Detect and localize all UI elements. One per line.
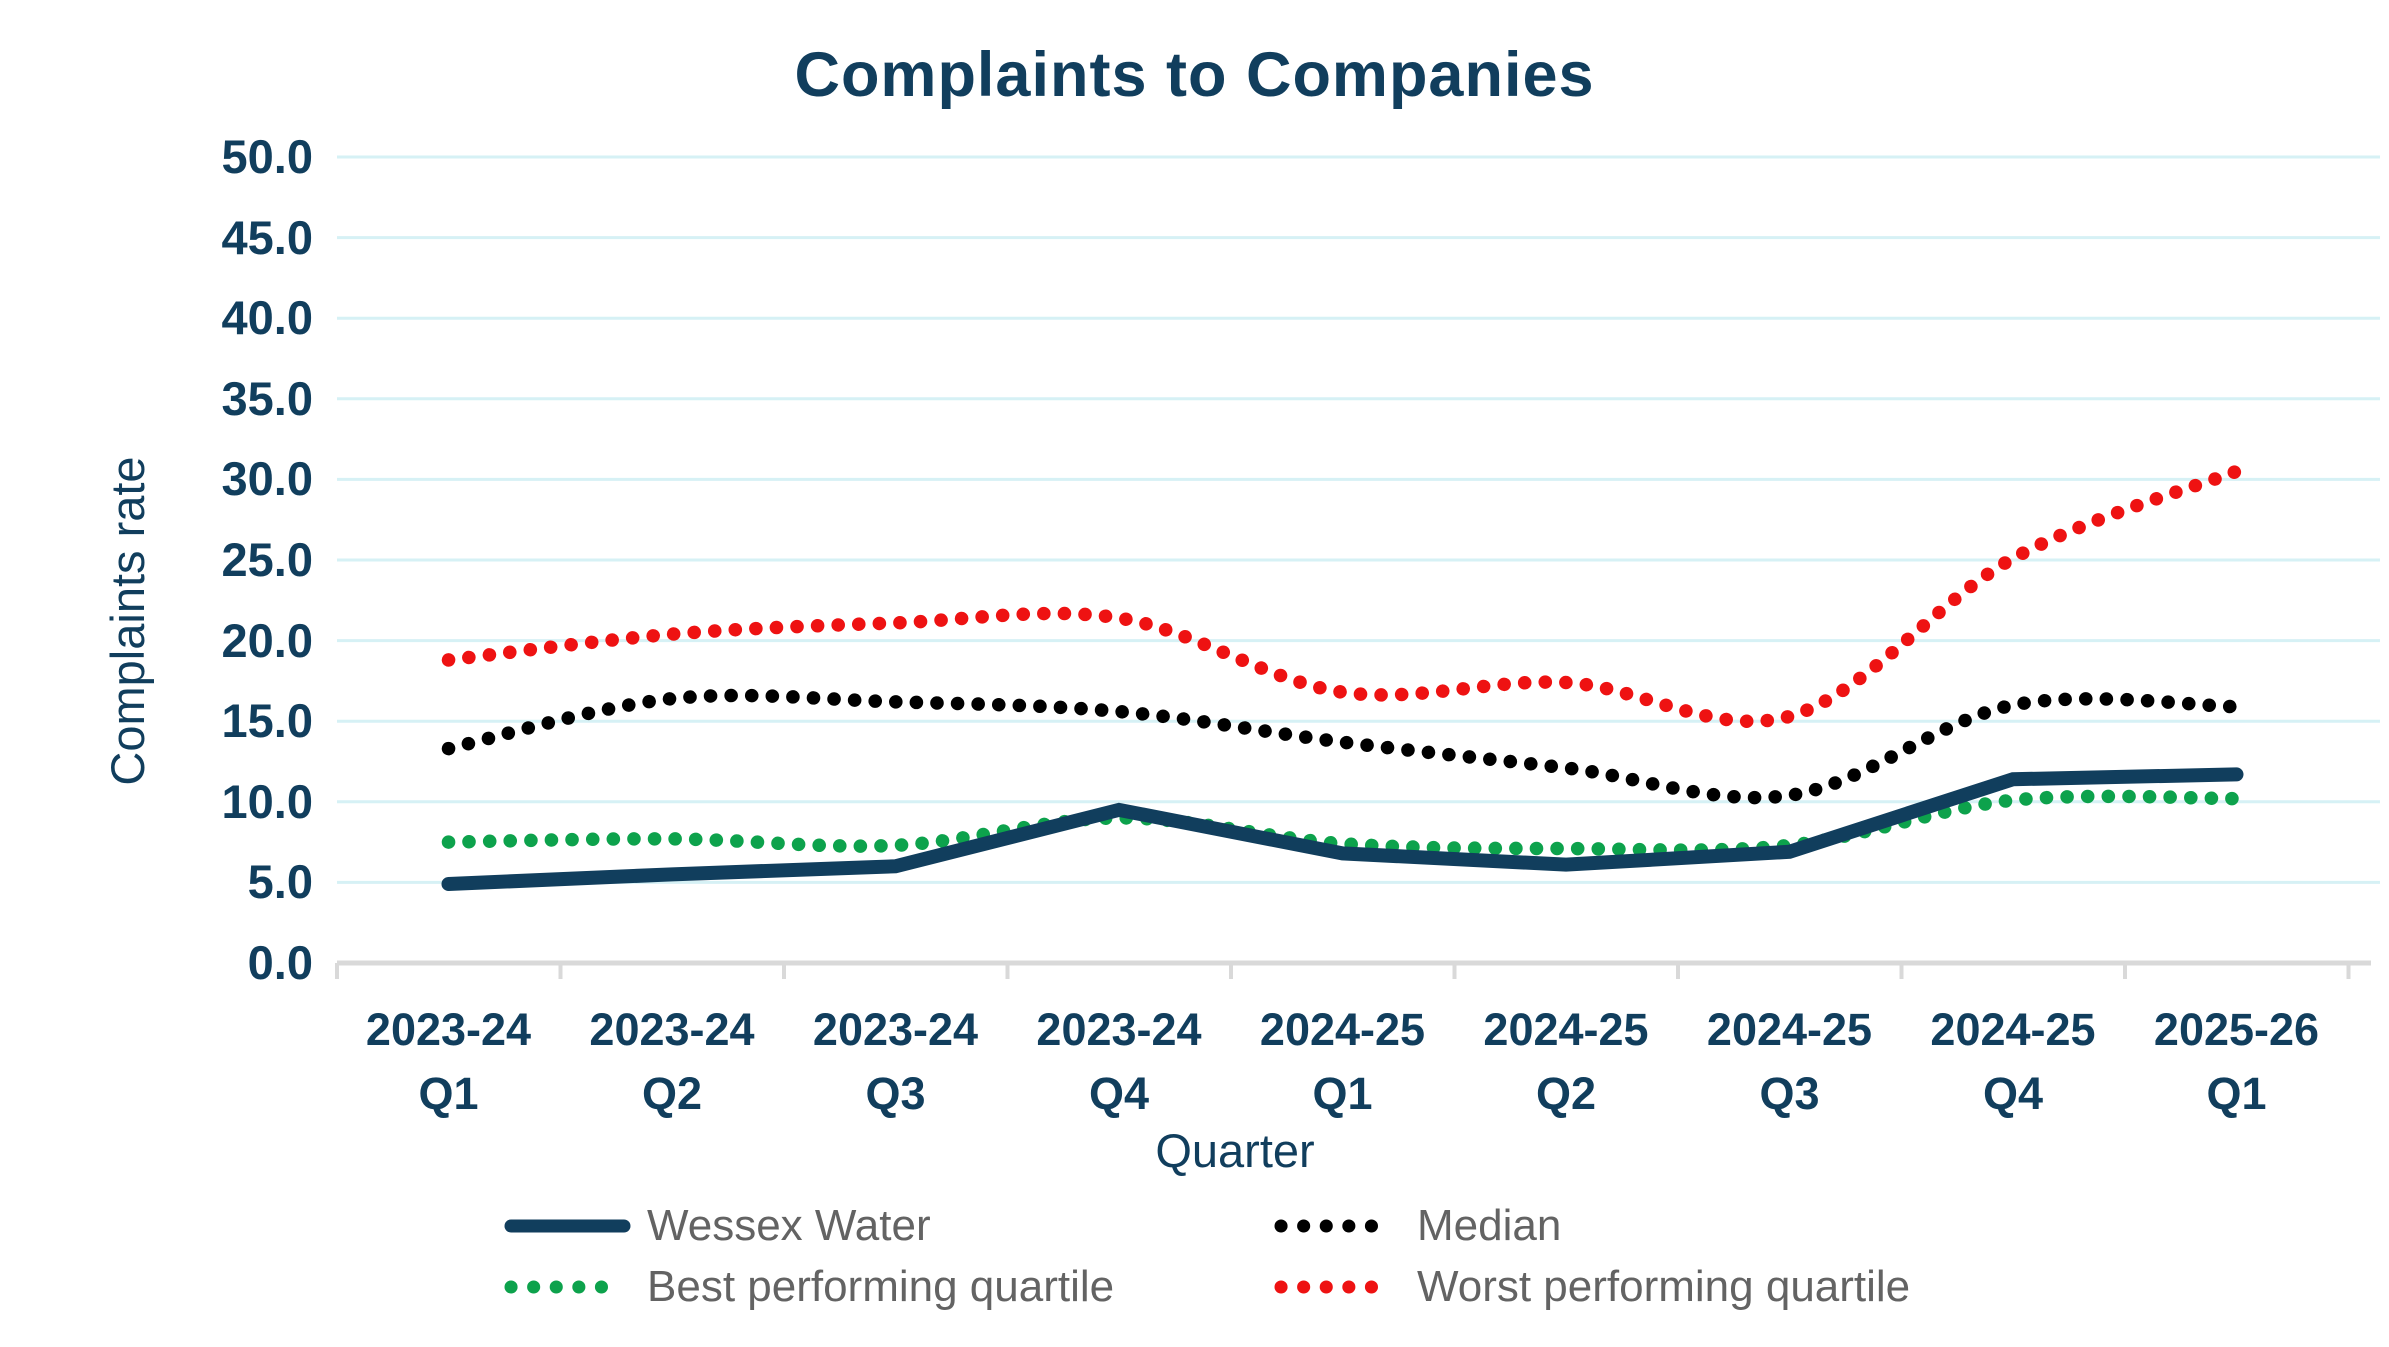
legend-dotted-line-icon xyxy=(504,1280,631,1294)
x-tick-label: 2024-25 Q3 xyxy=(1670,998,1910,1126)
legend-item-best-performing-quartile: Best performing quartile xyxy=(503,1259,1114,1315)
x-tick-label: 2023-24 Q4 xyxy=(999,998,1239,1126)
legend-label: Best performing quartile xyxy=(647,1262,1115,1311)
x-tick-year: 2024-25 xyxy=(1930,1004,2096,1055)
legend-label: Wessex Water xyxy=(647,1201,931,1250)
x-tick-label: 2024-25 Q4 xyxy=(1893,998,2133,1126)
x-tick-label: 2023-24 Q2 xyxy=(552,998,792,1126)
x-tick-quarter: Q3 xyxy=(865,1068,926,1119)
y-tick-label: 5.0 xyxy=(247,855,313,909)
x-tick-year: 2024-25 xyxy=(1259,1004,1426,1055)
x-tick-year: 2023-24 xyxy=(812,1004,979,1055)
x-tick-label: 2025-26 Q1 xyxy=(2117,998,2357,1126)
legend-item-median: Median xyxy=(1273,1198,1561,1254)
x-axis-title: Quarter xyxy=(1155,1124,1315,1177)
y-tick-label: 40.0 xyxy=(221,291,313,345)
x-tick-year: 2023-24 xyxy=(365,1004,532,1055)
y-tick-label: 30.0 xyxy=(221,452,313,506)
chart-title: Complaints to Companies xyxy=(794,40,1595,110)
x-tick-quarter: Q2 xyxy=(1535,1068,1597,1119)
y-tick-label: 0.0 xyxy=(247,936,313,989)
x-tick-year: 2025-26 xyxy=(2153,1004,2320,1055)
x-tick-quarter: Q3 xyxy=(1759,1068,1820,1119)
x-tick-label: 2024-25 Q1 xyxy=(1223,998,1463,1126)
x-tick-quarter: Q4 xyxy=(1982,1068,2044,1119)
legend-label: Worst performing quartile xyxy=(1417,1262,1911,1311)
x-tick-label: 2023-24 Q1 xyxy=(329,998,569,1126)
x-tick-year: 2024-25 xyxy=(1706,1004,1873,1055)
series-line-wessex-water xyxy=(441,767,2244,892)
y-tick-label: 45.0 xyxy=(221,210,313,264)
legend-dotted-line-icon xyxy=(1274,1280,1401,1294)
series-line-best-performing-quartile xyxy=(441,789,2244,857)
x-tick-quarter: Q2 xyxy=(641,1068,703,1119)
series-line-median xyxy=(441,688,2244,805)
legend-solid-line-icon xyxy=(504,1219,631,1233)
y-tick-label: 20.0 xyxy=(221,613,313,667)
y-tick-label: 50.0 xyxy=(221,130,313,183)
x-tick-quarter: Q4 xyxy=(1088,1068,1150,1119)
x-tick-year: 2023-24 xyxy=(589,1004,755,1055)
y-tick-label: 35.0 xyxy=(221,371,313,425)
y-tick-label: 25.0 xyxy=(221,533,313,586)
legend-label: Median xyxy=(1417,1201,1562,1250)
x-tick-year: 2023-24 xyxy=(1036,1004,1202,1055)
x-tick-quarter: Q1 xyxy=(2206,1068,2267,1119)
x-tick-year: 2024-25 xyxy=(1483,1004,1649,1055)
x-tick-quarter: Q1 xyxy=(418,1068,479,1119)
legend-item-wessex-water: Wessex Water xyxy=(503,1198,931,1254)
y-tick-label: 10.0 xyxy=(221,774,313,828)
legend-item-worst-performing-quartile: Worst performing quartile xyxy=(1273,1259,1910,1315)
x-tick-quarter: Q1 xyxy=(1312,1068,1373,1119)
x-tick-label: 2024-25 Q2 xyxy=(1446,998,1686,1126)
legend-dotted-line-icon xyxy=(1274,1219,1401,1233)
x-tick-label: 2023-24 Q3 xyxy=(776,998,1016,1126)
y-tick-label: 15.0 xyxy=(221,694,313,748)
series-line-worst-performing-quartile xyxy=(441,464,2244,729)
